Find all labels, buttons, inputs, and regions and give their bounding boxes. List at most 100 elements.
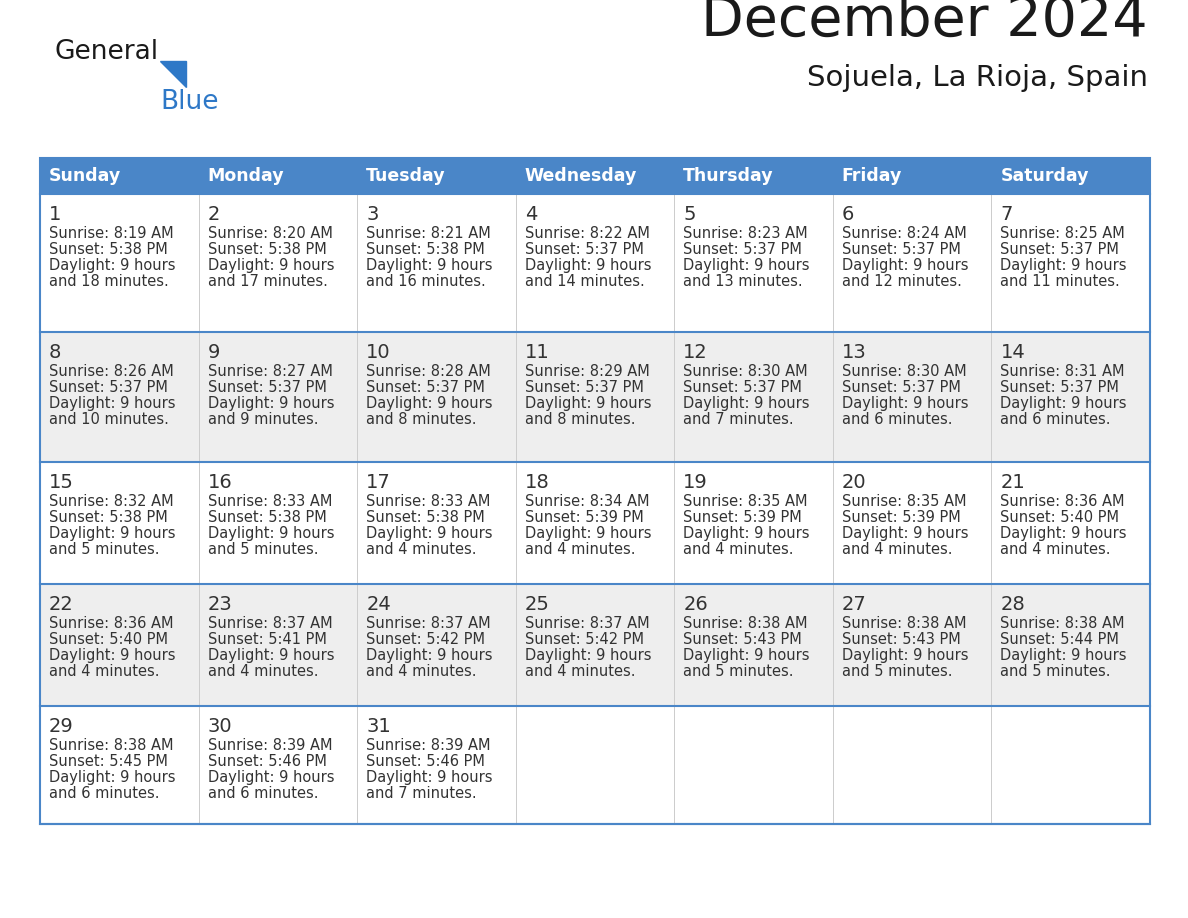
Text: Daylight: 9 hours: Daylight: 9 hours <box>49 258 176 273</box>
Text: Daylight: 9 hours: Daylight: 9 hours <box>208 396 334 411</box>
Text: Sunset: 5:38 PM: Sunset: 5:38 PM <box>208 510 327 525</box>
Text: Sunrise: 8:31 AM: Sunrise: 8:31 AM <box>1000 364 1125 379</box>
Text: 21: 21 <box>1000 473 1025 492</box>
Text: and 4 minutes.: and 4 minutes. <box>1000 542 1111 557</box>
Text: Sunset: 5:38 PM: Sunset: 5:38 PM <box>49 242 168 257</box>
Text: General: General <box>55 39 159 65</box>
Text: Sunrise: 8:39 AM: Sunrise: 8:39 AM <box>208 738 333 753</box>
Text: 30: 30 <box>208 717 232 736</box>
Text: 25: 25 <box>525 595 550 614</box>
Text: Sunrise: 8:30 AM: Sunrise: 8:30 AM <box>842 364 967 379</box>
Text: and 18 minutes.: and 18 minutes. <box>49 274 169 289</box>
Text: Daylight: 9 hours: Daylight: 9 hours <box>525 396 651 411</box>
Text: and 6 minutes.: and 6 minutes. <box>1000 412 1111 427</box>
Text: Daylight: 9 hours: Daylight: 9 hours <box>525 526 651 541</box>
Text: and 12 minutes.: and 12 minutes. <box>842 274 962 289</box>
Text: Sunrise: 8:37 AM: Sunrise: 8:37 AM <box>366 616 491 631</box>
Text: Sunset: 5:40 PM: Sunset: 5:40 PM <box>49 632 168 647</box>
Text: Sunrise: 8:27 AM: Sunrise: 8:27 AM <box>208 364 333 379</box>
Text: Sunrise: 8:21 AM: Sunrise: 8:21 AM <box>366 226 491 241</box>
Text: Sunrise: 8:26 AM: Sunrise: 8:26 AM <box>49 364 173 379</box>
Text: Daylight: 9 hours: Daylight: 9 hours <box>525 648 651 663</box>
Text: and 4 minutes.: and 4 minutes. <box>366 542 476 557</box>
Text: 13: 13 <box>842 343 866 362</box>
Text: 28: 28 <box>1000 595 1025 614</box>
Text: Daylight: 9 hours: Daylight: 9 hours <box>208 770 334 785</box>
Text: Daylight: 9 hours: Daylight: 9 hours <box>1000 258 1127 273</box>
Bar <box>40 706 1150 824</box>
Bar <box>40 332 1150 462</box>
Text: Sunrise: 8:35 AM: Sunrise: 8:35 AM <box>842 494 966 509</box>
Text: Sunset: 5:37 PM: Sunset: 5:37 PM <box>683 242 802 257</box>
Text: 23: 23 <box>208 595 233 614</box>
Text: Daylight: 9 hours: Daylight: 9 hours <box>683 396 810 411</box>
Text: Sunrise: 8:36 AM: Sunrise: 8:36 AM <box>1000 494 1125 509</box>
Text: Daylight: 9 hours: Daylight: 9 hours <box>208 526 334 541</box>
Text: Sunset: 5:38 PM: Sunset: 5:38 PM <box>208 242 327 257</box>
Text: Sunrise: 8:33 AM: Sunrise: 8:33 AM <box>208 494 331 509</box>
Text: and 4 minutes.: and 4 minutes. <box>525 664 636 679</box>
Text: Sunset: 5:44 PM: Sunset: 5:44 PM <box>1000 632 1119 647</box>
Text: 2: 2 <box>208 205 220 224</box>
Text: Sunset: 5:37 PM: Sunset: 5:37 PM <box>525 242 644 257</box>
Text: Sunset: 5:39 PM: Sunset: 5:39 PM <box>842 510 961 525</box>
Text: Tuesday: Tuesday <box>366 167 446 185</box>
Text: Sunset: 5:38 PM: Sunset: 5:38 PM <box>366 242 485 257</box>
Text: Daylight: 9 hours: Daylight: 9 hours <box>49 770 176 785</box>
Text: 3: 3 <box>366 205 379 224</box>
Polygon shape <box>160 61 187 87</box>
Text: Sunset: 5:43 PM: Sunset: 5:43 PM <box>842 632 961 647</box>
Text: Daylight: 9 hours: Daylight: 9 hours <box>842 648 968 663</box>
Text: Sunrise: 8:29 AM: Sunrise: 8:29 AM <box>525 364 650 379</box>
Text: Sunset: 5:42 PM: Sunset: 5:42 PM <box>366 632 485 647</box>
Text: Sunrise: 8:25 AM: Sunrise: 8:25 AM <box>1000 226 1125 241</box>
Text: and 6 minutes.: and 6 minutes. <box>49 786 159 801</box>
Text: and 7 minutes.: and 7 minutes. <box>683 412 794 427</box>
Text: 29: 29 <box>49 717 74 736</box>
Text: Saturday: Saturday <box>1000 167 1089 185</box>
Text: 15: 15 <box>49 473 74 492</box>
Text: Sunset: 5:40 PM: Sunset: 5:40 PM <box>1000 510 1119 525</box>
Text: 17: 17 <box>366 473 391 492</box>
Text: Sunset: 5:39 PM: Sunset: 5:39 PM <box>525 510 644 525</box>
Text: Sunrise: 8:39 AM: Sunrise: 8:39 AM <box>366 738 491 753</box>
Text: and 4 minutes.: and 4 minutes. <box>208 664 318 679</box>
Text: 18: 18 <box>525 473 550 492</box>
Bar <box>40 584 1150 706</box>
Text: Thursday: Thursday <box>683 167 773 185</box>
Text: Wednesday: Wednesday <box>525 167 637 185</box>
Text: Sunrise: 8:22 AM: Sunrise: 8:22 AM <box>525 226 650 241</box>
Text: Daylight: 9 hours: Daylight: 9 hours <box>208 258 334 273</box>
Text: Sunset: 5:37 PM: Sunset: 5:37 PM <box>842 242 961 257</box>
Text: Daylight: 9 hours: Daylight: 9 hours <box>366 526 493 541</box>
Text: Sunrise: 8:38 AM: Sunrise: 8:38 AM <box>842 616 966 631</box>
Text: and 10 minutes.: and 10 minutes. <box>49 412 169 427</box>
Text: Sunrise: 8:37 AM: Sunrise: 8:37 AM <box>525 616 650 631</box>
Text: Daylight: 9 hours: Daylight: 9 hours <box>366 396 493 411</box>
Text: Sunrise: 8:23 AM: Sunrise: 8:23 AM <box>683 226 808 241</box>
Text: Sunset: 5:37 PM: Sunset: 5:37 PM <box>1000 242 1119 257</box>
Text: and 16 minutes.: and 16 minutes. <box>366 274 486 289</box>
Text: Sunset: 5:37 PM: Sunset: 5:37 PM <box>366 380 485 395</box>
Text: December 2024: December 2024 <box>701 0 1148 48</box>
Text: Sunset: 5:45 PM: Sunset: 5:45 PM <box>49 754 168 769</box>
Text: Sunset: 5:37 PM: Sunset: 5:37 PM <box>842 380 961 395</box>
Text: and 6 minutes.: and 6 minutes. <box>842 412 953 427</box>
Text: 22: 22 <box>49 595 74 614</box>
Text: Sunrise: 8:35 AM: Sunrise: 8:35 AM <box>683 494 808 509</box>
Text: Sunset: 5:37 PM: Sunset: 5:37 PM <box>208 380 327 395</box>
Text: Daylight: 9 hours: Daylight: 9 hours <box>525 258 651 273</box>
Text: 9: 9 <box>208 343 220 362</box>
Text: Sunset: 5:37 PM: Sunset: 5:37 PM <box>525 380 644 395</box>
Text: Daylight: 9 hours: Daylight: 9 hours <box>49 526 176 541</box>
Text: and 5 minutes.: and 5 minutes. <box>683 664 794 679</box>
Text: Sunrise: 8:19 AM: Sunrise: 8:19 AM <box>49 226 173 241</box>
Text: Daylight: 9 hours: Daylight: 9 hours <box>1000 648 1127 663</box>
Text: Sunset: 5:46 PM: Sunset: 5:46 PM <box>208 754 327 769</box>
Bar <box>40 462 1150 584</box>
Text: Sunset: 5:42 PM: Sunset: 5:42 PM <box>525 632 644 647</box>
Text: Sunday: Sunday <box>49 167 121 185</box>
Text: Daylight: 9 hours: Daylight: 9 hours <box>683 258 810 273</box>
Text: 11: 11 <box>525 343 550 362</box>
Text: Sunset: 5:37 PM: Sunset: 5:37 PM <box>1000 380 1119 395</box>
